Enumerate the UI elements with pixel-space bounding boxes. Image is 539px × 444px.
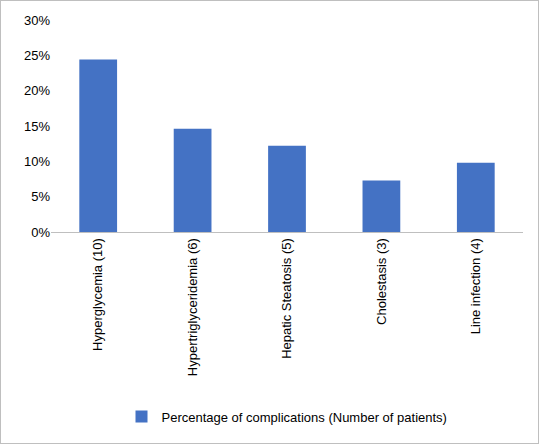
svg-text:Hepatic Steatosis (5): Hepatic Steatosis (5) — [279, 238, 294, 359]
svg-text:Hyperglycemia (10): Hyperglycemia (10) — [90, 238, 105, 351]
svg-text:25%: 25% — [24, 48, 50, 63]
svg-text:Hypertriglyceridemia (6): Hypertriglyceridemia (6) — [185, 238, 200, 376]
svg-text:5%: 5% — [31, 189, 50, 204]
svg-text:Cholestasis (3): Cholestasis (3) — [374, 238, 389, 325]
svg-text:20%: 20% — [24, 83, 50, 98]
svg-text:15%: 15% — [24, 119, 50, 134]
svg-text:Line infection (4): Line infection (4) — [468, 238, 483, 334]
svg-text:0%: 0% — [31, 225, 50, 240]
svg-text:30%: 30% — [24, 13, 50, 28]
svg-text:10%: 10% — [24, 154, 50, 169]
svg-text:Percentage of complications (N: Percentage of complications (Number of p… — [162, 410, 447, 425]
